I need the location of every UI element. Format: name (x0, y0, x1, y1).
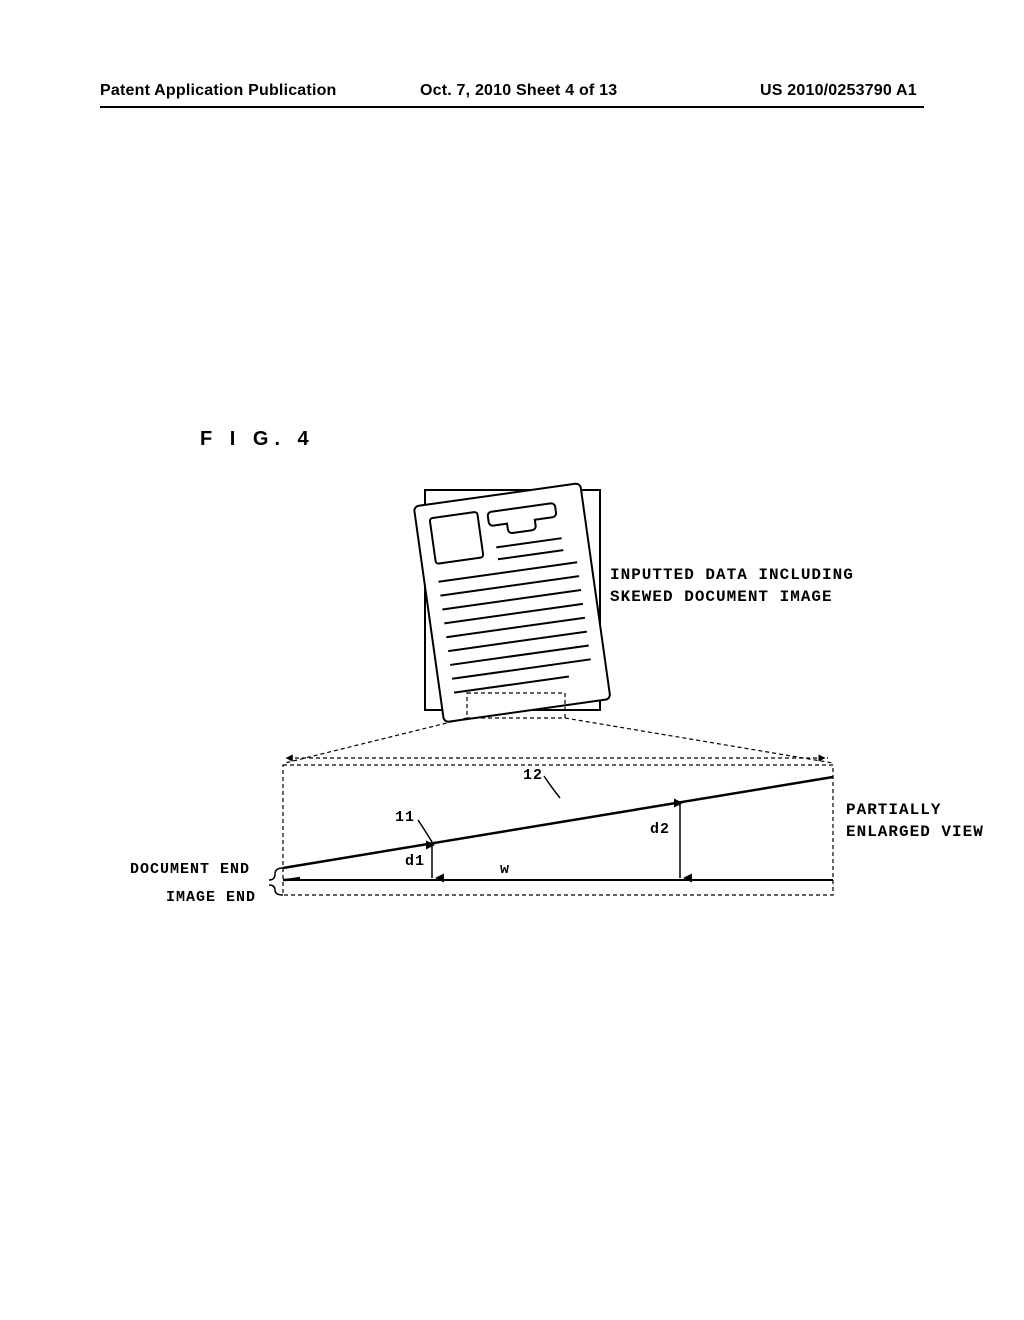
leader-12 (544, 776, 560, 798)
header-left: Patent Application Publication (100, 82, 337, 100)
label-d2: d2 (650, 820, 670, 840)
label-w: w (500, 860, 510, 880)
label-12: 12 (523, 766, 543, 786)
projection-left (285, 718, 467, 763)
label-11: 11 (395, 808, 415, 828)
header-right: US 2010/0253790 A1 (760, 82, 917, 100)
header-rule (100, 106, 924, 108)
annot-image-end: IMAGE END (166, 888, 256, 908)
label-d1: d1 (405, 852, 425, 872)
document-edge-line (283, 777, 833, 868)
annot-document-end: DOCUMENT END (130, 860, 250, 880)
skewed-document (414, 483, 611, 722)
figure-label: F I G. 4 (200, 428, 315, 451)
projection-right (565, 718, 833, 763)
leader-11 (418, 820, 432, 842)
brace-doc-end (269, 868, 283, 880)
brace-img-end (269, 885, 283, 895)
annot-inputted: INPUTTED DATA INCLUDING SKEWED DOCUMENT … (610, 565, 854, 608)
header-center: Oct. 7, 2010 Sheet 4 of 13 (420, 82, 617, 100)
page-root: Patent Application Publication Oct. 7, 2… (0, 0, 1024, 1320)
enlarged-box (283, 765, 833, 895)
annot-partial: PARTIALLY ENLARGED VIEW (846, 800, 984, 843)
figure-diagram (120, 480, 880, 915)
diagram-svg (120, 480, 880, 910)
